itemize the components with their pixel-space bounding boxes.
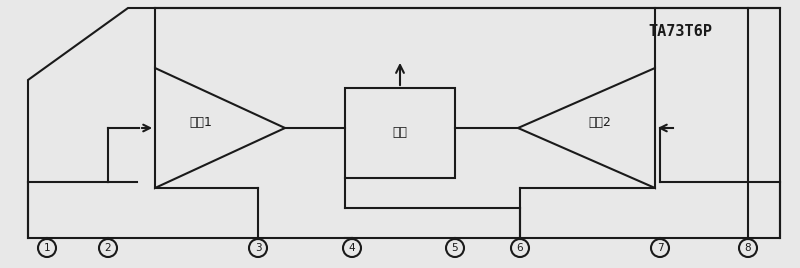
Text: 1: 1 [44,243,50,253]
Text: 4: 4 [349,243,355,253]
Text: 6: 6 [517,243,523,253]
Bar [345,88,455,178]
Text: 电源: 电源 [393,126,407,140]
Text: 7: 7 [657,243,663,253]
Text: 2: 2 [105,243,111,253]
Text: 3: 3 [254,243,262,253]
Text: 8: 8 [745,243,751,253]
Text: 放刧2: 放刧2 [589,116,612,128]
Text: TA73T6P: TA73T6P [648,24,712,39]
Text: 5: 5 [452,243,458,253]
Text: 放刧1: 放刧1 [189,116,212,128]
